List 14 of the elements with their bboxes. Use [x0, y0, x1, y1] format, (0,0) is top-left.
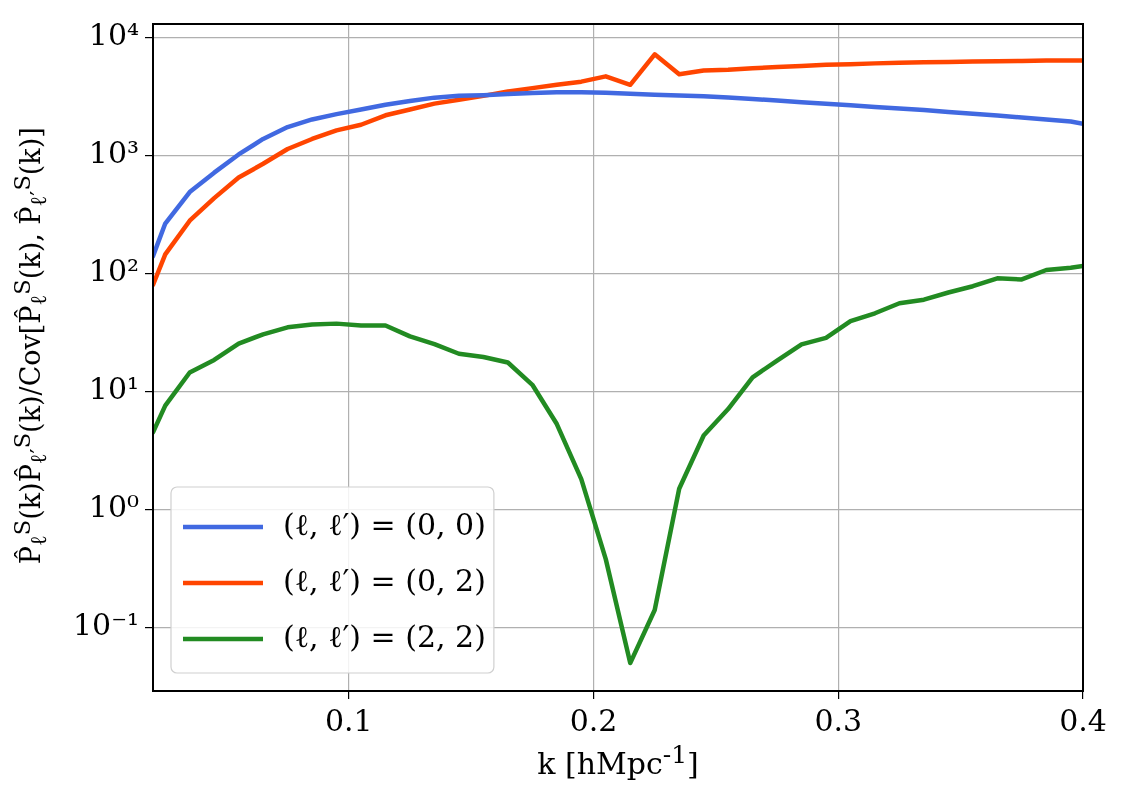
legend-label: (ℓ, ℓ′) = (2, 2): [283, 618, 486, 654]
y-tick-label: 10¹: [88, 371, 139, 407]
x-tick-label: 0.1: [324, 702, 373, 738]
x-tick-label: 0.3: [814, 702, 863, 738]
legend-label: (ℓ, ℓ′) = (0, 2): [283, 562, 486, 598]
y-tick-label: 10³: [88, 135, 139, 171]
x-tick-label: 0.4: [1059, 702, 1107, 738]
legend-label: (ℓ, ℓ′) = (0, 0): [283, 506, 486, 542]
x-axis-title: k [hMpc$^{-1}$]: [536, 740, 700, 781]
y-tick-label: 10⁴: [88, 17, 139, 53]
x-tick-label: 0.2: [569, 702, 618, 738]
y-tick-label: 10⁻¹: [72, 607, 139, 643]
y-tick-label: 10²: [88, 253, 139, 289]
y-tick-label: 10⁰: [88, 489, 139, 525]
